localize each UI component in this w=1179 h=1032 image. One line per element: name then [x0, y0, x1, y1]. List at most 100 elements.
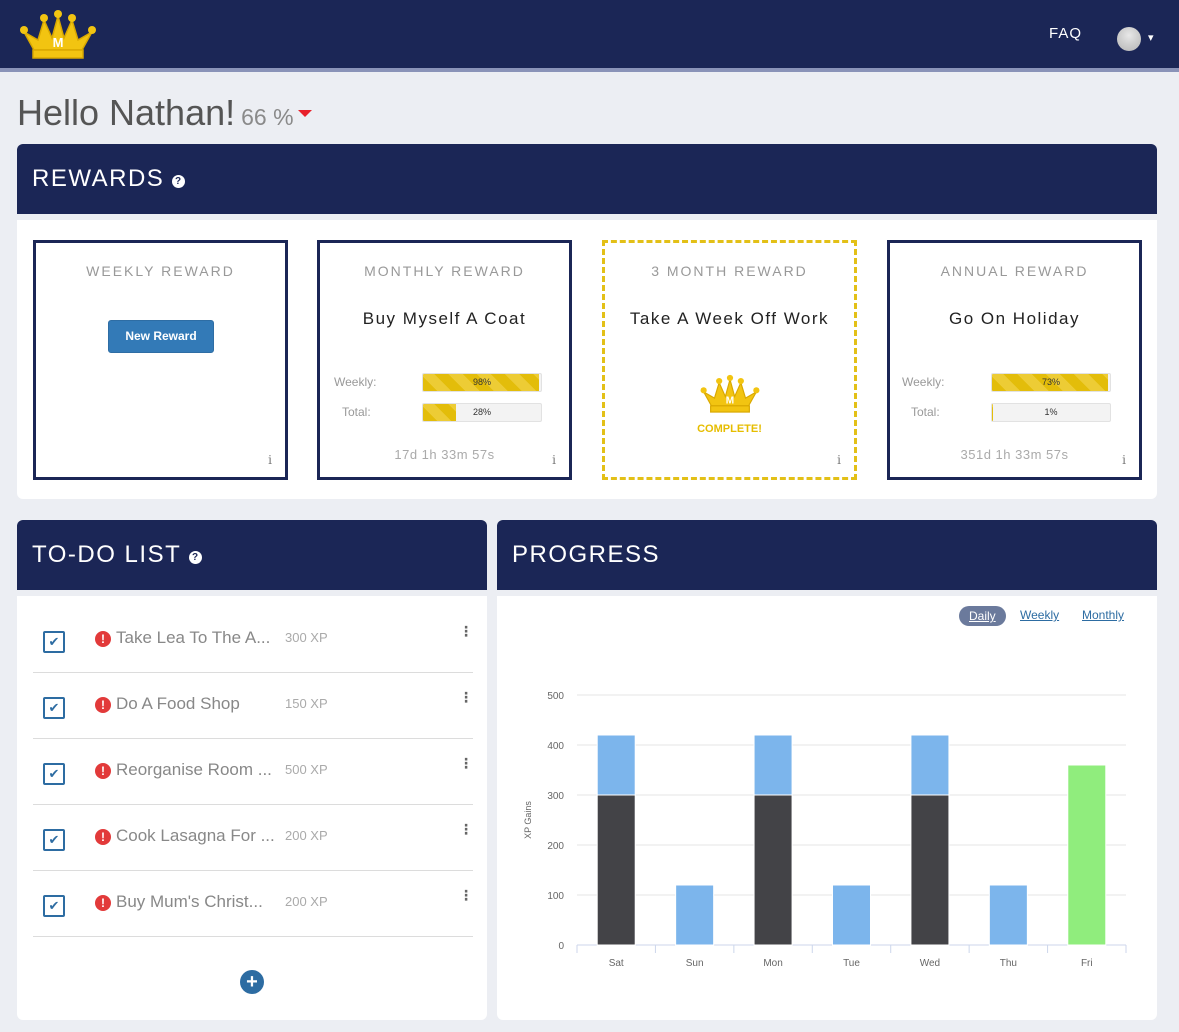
kebab-menu-icon[interactable]: ⋮	[459, 623, 473, 639]
todo-text: Take Lea To The A...	[116, 628, 271, 647]
checkbox[interactable]: ✔	[43, 829, 65, 851]
card-title: 3 MONTH REWARD	[651, 263, 808, 279]
total-progress-bar: 28%	[422, 403, 542, 422]
todo-body	[17, 596, 487, 1020]
y-axis-label: XP Gains	[523, 801, 533, 839]
user-avatar-icon[interactable]	[1117, 27, 1141, 51]
card-title: MONTHLY REWARD	[364, 263, 525, 279]
bar-blue	[596, 734, 636, 796]
bar-blue	[675, 884, 715, 946]
todo-xp: 500 XP	[285, 762, 328, 777]
bar-blue	[753, 734, 793, 796]
checkbox[interactable]: ✔	[43, 697, 65, 719]
annual-reward-card: ANNUAL REWARD Go On Holiday Weekly: 73% …	[887, 240, 1142, 480]
bar-dark	[596, 794, 636, 946]
y-tick-label: 0	[558, 941, 564, 952]
total-progress-text: 28%	[472, 407, 491, 417]
todo-header: TO-DO LIST ?	[17, 520, 487, 590]
todo-text: Do A Food Shop	[116, 694, 240, 713]
total-progress-fill	[992, 404, 994, 421]
checkbox[interactable]: ✔	[43, 763, 65, 785]
toggle-daily[interactable]: Daily	[959, 606, 1006, 626]
weekly-label: Weekly:	[902, 375, 945, 389]
kebab-menu-icon[interactable]: ⋮	[459, 821, 473, 837]
todo-xp: 300 XP	[285, 630, 328, 645]
chevron-down-icon[interactable]: ▾	[1148, 32, 1154, 44]
card-title: ANNUAL REWARD	[940, 263, 1089, 279]
kebab-menu-icon[interactable]: ⋮	[459, 887, 473, 903]
bar-dark	[753, 794, 793, 946]
toggle-monthly[interactable]: Monthly	[1082, 608, 1125, 622]
monthly-reward-card: MONTHLY REWARD Buy Myself A Coat Weekly:…	[317, 240, 572, 480]
y-tick-label: 300	[547, 791, 564, 802]
x-tick-label: Fri	[1081, 958, 1093, 969]
weekly-progress-text: 98%	[472, 377, 491, 387]
y-tick-label: 100	[547, 891, 564, 902]
checkbox[interactable]: ✔	[43, 895, 65, 917]
checkbox[interactable]: ✔	[43, 631, 65, 653]
todo-item[interactable]: ✔! Cook Lasagna For ... 200 XP ⋮	[33, 805, 473, 871]
todo-item[interactable]: ✔! Buy Mum's Christ... 200 XP ⋮	[33, 871, 473, 937]
greeting-text: Hello Nathan!	[17, 92, 236, 133]
exclamation-icon: !	[95, 631, 111, 647]
kebab-menu-icon[interactable]: ⋮	[459, 689, 473, 705]
bar-blue	[832, 884, 871, 946]
help-icon[interactable]: ?	[172, 174, 186, 188]
todo-text: Buy Mum's Christ...	[116, 892, 263, 911]
reward-goal: Buy Myself A Coat	[362, 309, 527, 328]
reward-goal: Go On Holiday	[949, 309, 1080, 328]
add-task-button[interactable]: +	[240, 970, 264, 994]
caret-down-icon[interactable]	[297, 109, 312, 117]
crown-icon: M	[700, 374, 760, 413]
todo-item[interactable]: ✔! Take Lea To The A... 300 XP ⋮	[33, 607, 473, 673]
exclamation-icon: !	[95, 829, 111, 845]
info-icon[interactable]: i	[837, 453, 841, 467]
svg-text:M: M	[53, 35, 64, 50]
svg-text:M: M	[726, 396, 734, 407]
complete-status: COMPLETE!	[697, 423, 762, 435]
weekly-progress-bar: 73%	[991, 373, 1111, 392]
bar-blue	[988, 884, 1028, 946]
rewards-title: REWARDS	[32, 165, 165, 192]
todo-text: Cook Lasagna For ...	[116, 826, 275, 845]
bar-dark	[910, 794, 950, 946]
x-tick-label: Sat	[609, 958, 624, 969]
card-title: WEEKLY REWARD	[86, 263, 235, 279]
y-tick-label: 500	[547, 691, 564, 702]
total-progress-fill	[423, 404, 457, 421]
bar-green	[1067, 764, 1107, 946]
exclamation-icon: !	[95, 697, 111, 713]
weekly-progress-fill	[423, 374, 539, 391]
kebab-menu-icon[interactable]: ⋮	[459, 755, 473, 771]
y-tick-label: 200	[547, 841, 564, 852]
todo-item[interactable]: ✔! Reorganise Room ... 500 XP ⋮	[33, 739, 473, 805]
countdown-timer: 351d 1h 33m 57s	[960, 447, 1069, 462]
new-reward-button[interactable]: New Reward	[108, 320, 214, 353]
todo-title: TO-DO LIST	[32, 541, 182, 568]
rewards-header: REWARDS ?	[17, 144, 1157, 214]
exclamation-icon: !	[95, 763, 111, 779]
page-title: Hello Nathan! 66 %	[17, 92, 312, 134]
greeting-percent: 66 %	[241, 104, 294, 130]
x-tick-label: Tue	[843, 958, 860, 969]
y-tick-label: 400	[547, 741, 564, 752]
weekly-progress-fill	[992, 374, 1108, 391]
toggle-weekly[interactable]: Weekly	[1020, 608, 1060, 622]
todo-item[interactable]: ✔! Do A Food Shop 150 XP ⋮	[33, 673, 473, 739]
x-tick-label: Thu	[1000, 958, 1017, 969]
total-label: Total:	[911, 405, 940, 419]
info-icon[interactable]: i	[552, 453, 556, 467]
exclamation-icon: !	[95, 895, 111, 911]
reward-goal: Take A Week Off Work	[629, 309, 830, 328]
help-icon[interactable]: ?	[189, 550, 203, 564]
todo-text: Reorganise Room ...	[116, 760, 272, 779]
todo-xp: 150 XP	[285, 696, 328, 711]
weekly-progress-bar: 98%	[422, 373, 542, 392]
info-icon[interactable]: i	[268, 453, 272, 467]
info-icon[interactable]: i	[1122, 453, 1126, 467]
faq-link[interactable]: FAQ	[1049, 25, 1083, 42]
x-tick-label: Sun	[686, 958, 704, 969]
todo-xp: 200 XP	[285, 894, 328, 909]
crown-logo-icon[interactable]: M	[18, 10, 98, 62]
total-progress-bar: 1%	[991, 403, 1111, 422]
